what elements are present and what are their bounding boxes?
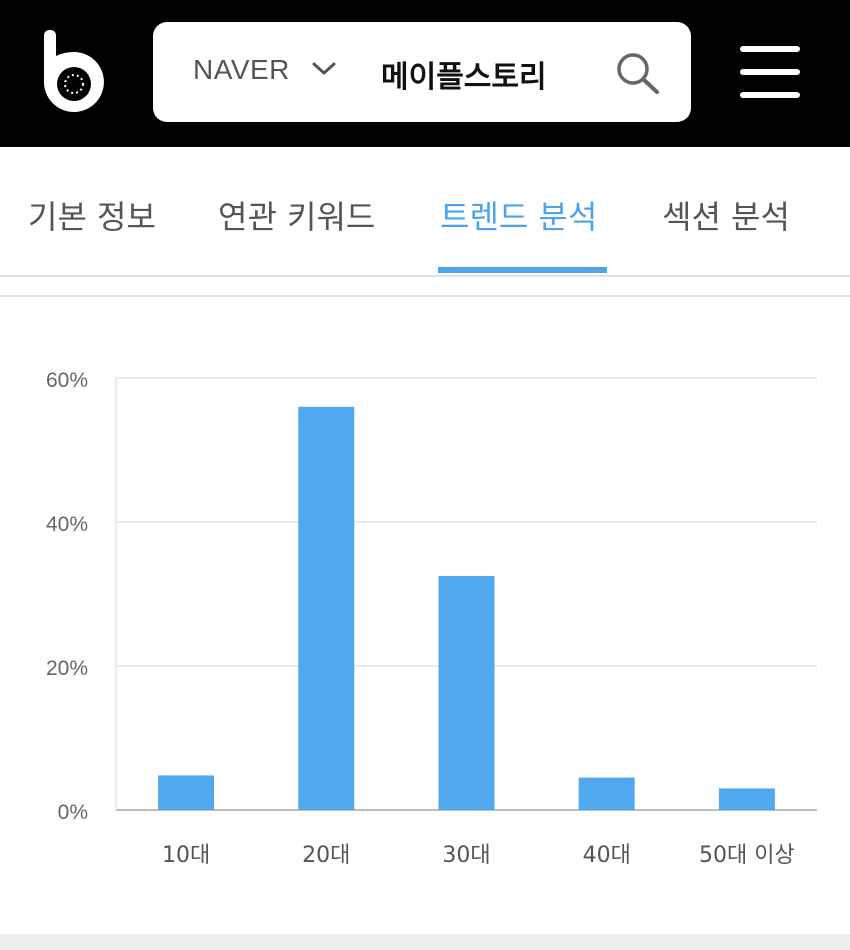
active-tab-indicator <box>438 267 607 273</box>
x-tick-label: 10대 <box>162 843 210 868</box>
bar <box>718 788 775 810</box>
bottom-band <box>0 934 850 950</box>
bar <box>298 406 355 810</box>
app-header: NAVER 메이플스토리 <box>0 0 850 147</box>
search-engine-select[interactable]: NAVER <box>193 54 290 85</box>
tab-related-keywords[interactable]: 연관 키워드 <box>218 198 376 236</box>
tab-bar: 기본 정보 연관 키워드 트렌드 분석 섹션 분석 <box>0 147 850 277</box>
tab-section-analysis[interactable]: 섹션 분석 <box>662 198 790 236</box>
hamburger-menu-icon[interactable] <box>740 46 800 98</box>
search-bar[interactable]: NAVER 메이플스토리 <box>153 22 691 122</box>
x-tick-label: 50대 이상 <box>699 843 795 868</box>
app-logo-icon[interactable] <box>40 30 110 116</box>
chevron-down-icon[interactable] <box>311 60 337 78</box>
x-tick-label: 20대 <box>302 843 350 868</box>
y-tick-label: 60% <box>46 369 88 392</box>
age-distribution-chart: 0% 20% 40% 60% 10대 20대 30대 40대 50대 이상 <box>46 369 817 868</box>
y-tick-label: 20% <box>46 657 88 680</box>
bar <box>158 775 215 810</box>
tab-basic-info[interactable]: 기본 정보 <box>28 198 156 236</box>
bar <box>438 576 495 810</box>
bar <box>578 777 635 810</box>
divider <box>0 295 850 297</box>
search-query[interactable]: 메이플스토리 <box>381 60 547 95</box>
y-tick-label: 0% <box>58 801 88 824</box>
x-tick-label: 30대 <box>442 843 490 868</box>
search-icon[interactable] <box>613 50 663 96</box>
tab-trend-analysis[interactable]: 트렌드 분석 <box>440 198 598 236</box>
x-tick-label: 40대 <box>583 843 631 868</box>
y-tick-label: 40% <box>46 513 88 536</box>
